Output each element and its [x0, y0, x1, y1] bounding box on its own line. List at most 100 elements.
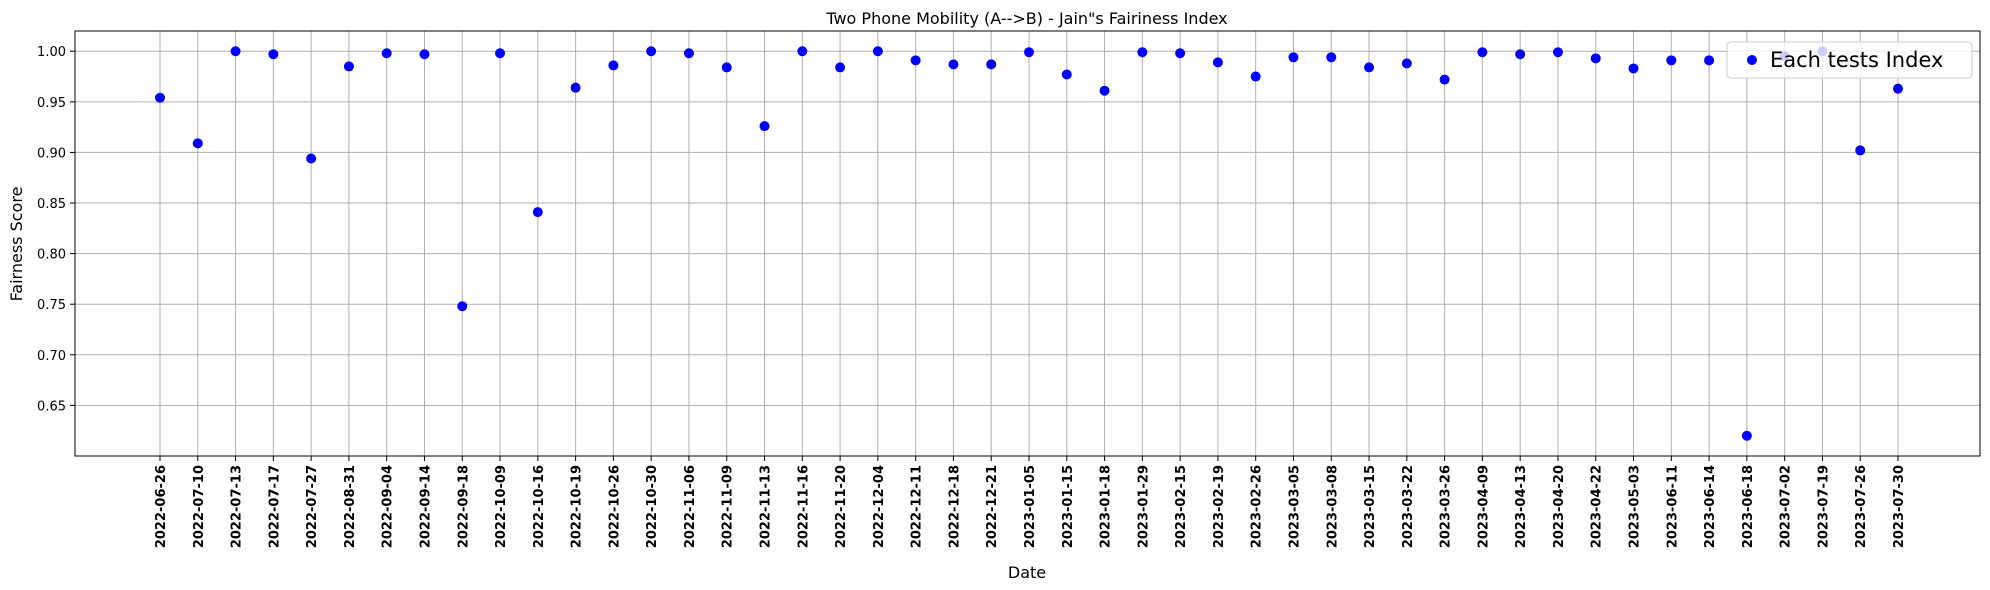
x-tick-label: 2023-04-22 [1590, 465, 1605, 548]
data-point [1477, 47, 1488, 58]
data-point [1250, 71, 1261, 82]
x-axis-ticks: 2022-06-26 2022-07-10 2022-07-13 2022-07-17… [154, 456, 1907, 548]
data-point [910, 55, 921, 66]
data-point [608, 60, 619, 71]
data-point [230, 46, 241, 57]
x-tick-label: 2023-04-13 [1514, 465, 1529, 548]
x-tick-label: 2022-11-09 [721, 465, 736, 548]
data-point [381, 48, 392, 59]
data-point [1061, 69, 1072, 80]
data-point [457, 301, 468, 312]
data-point [1326, 52, 1337, 63]
x-tick-label: 2023-04-09 [1476, 465, 1491, 548]
data-point [1288, 52, 1299, 63]
x-tick-label: 2022-12-04 [872, 465, 887, 548]
x-tick-label: 2022-11-06 [683, 465, 698, 548]
x-tick-label: 2022-12-21 [985, 465, 1000, 548]
data-point [797, 46, 808, 57]
legend-box [1726, 41, 1973, 79]
x-tick-label: 2023-04-20 [1552, 465, 1567, 548]
legend: Each tests Index [1726, 41, 1973, 79]
x-tick-label: 2022-10-16 [532, 465, 547, 548]
x-tick-label: 2022-10-26 [607, 465, 622, 548]
x-tick-label: 2022-12-11 [910, 465, 925, 548]
x-tick-label: 2023-03-26 [1439, 465, 1454, 548]
data-point [683, 48, 694, 59]
grid-lines [75, 31, 1980, 456]
data-point [1175, 48, 1186, 59]
data-point [1024, 47, 1034, 58]
data-point [1137, 47, 1148, 58]
data-point [495, 48, 506, 59]
data-point [759, 121, 770, 132]
y-tick-label: 0.90 [37, 146, 66, 161]
data-point [1855, 145, 1866, 156]
x-tick-label: 2023-02-15 [1174, 465, 1189, 548]
data-point [1212, 57, 1223, 68]
data-point [1364, 62, 1375, 73]
legend-marker [1747, 55, 1757, 65]
data-point [1628, 63, 1639, 74]
x-tick-label: 2023-07-02 [1779, 465, 1794, 548]
x-tick-label: 2023-07-26 [1854, 465, 1869, 548]
data-point [343, 61, 354, 72]
data-point [1099, 85, 1110, 96]
y-tick-label: 0.80 [37, 248, 66, 263]
x-tick-label: 2022-09-04 [381, 465, 396, 548]
x-tick-label: 2023-03-05 [1287, 465, 1302, 548]
data-point [1741, 430, 1752, 441]
legend-label: Each tests Index [1770, 48, 1943, 72]
x-tick-label: 2023-03-08 [1325, 465, 1340, 548]
x-tick-label: 2023-06-11 [1665, 465, 1680, 548]
x-tick-label: 2022-09-18 [456, 465, 471, 548]
x-tick-label: 2023-01-15 [1061, 465, 1076, 548]
x-tick-label: 2022-11-13 [759, 465, 774, 548]
x-tick-label: 2022-10-09 [494, 465, 509, 548]
data-point [268, 49, 279, 60]
y-tick-label: 0.70 [37, 349, 66, 364]
x-tick-label: 2023-03-15 [1363, 465, 1378, 548]
x-tick-label: 2023-01-29 [1136, 465, 1151, 548]
x-tick-label: 2023-01-18 [1099, 465, 1114, 548]
data-point [532, 207, 543, 218]
data-point [155, 92, 165, 103]
data-point [1401, 58, 1412, 69]
plot-frame [74, 30, 1981, 457]
y-axis-ticks: 0.65 0.70 0.75 0.80 0.85 0.90 0.95 1.00 [37, 45, 75, 414]
x-tick-label: 2022-07-27 [305, 465, 320, 548]
data-point [306, 153, 317, 164]
y-tick-label: 0.75 [37, 298, 66, 313]
x-tick-label: 2023-05-03 [1628, 465, 1643, 548]
data-point [1590, 53, 1601, 64]
data-point [986, 59, 997, 70]
x-tick-label: 2023-06-14 [1703, 465, 1718, 548]
x-tick-label: 2022-11-16 [796, 465, 811, 548]
x-tick-label: 2022-11-20 [834, 465, 849, 548]
chart-title: Two Phone Mobility (A-->B) - Jain"s Fair… [825, 9, 1227, 28]
x-tick-label: 2023-02-19 [1212, 465, 1227, 548]
x-tick-label: 2023-01-05 [1023, 465, 1038, 548]
data-point [1439, 74, 1450, 85]
data-point [872, 46, 883, 57]
x-tick-label: 2022-08-31 [343, 465, 358, 548]
data-point [646, 46, 657, 57]
x-tick-label: 2023-07-19 [1816, 465, 1831, 548]
x-tick-label: 2023-07-30 [1892, 465, 1907, 548]
data-point [1552, 47, 1563, 58]
x-tick-label: 2022-07-17 [267, 465, 282, 548]
data-point [1893, 83, 1903, 94]
y-tick-label: 0.65 [37, 399, 66, 414]
x-tick-label: 2023-02-26 [1250, 465, 1265, 548]
data-point [1515, 49, 1526, 60]
x-tick-label: 2023-06-18 [1741, 465, 1756, 548]
y-tick-label: 0.85 [37, 197, 66, 212]
data-point [721, 62, 732, 73]
x-axis-label: Date [1008, 563, 1046, 582]
data-point [1666, 55, 1677, 66]
y-tick-label: 0.95 [37, 96, 66, 111]
x-tick-label: 2022-07-13 [230, 465, 245, 548]
x-tick-label: 2022-06-26 [154, 465, 169, 548]
y-tick-label: 1.00 [37, 45, 66, 60]
x-tick-label: 2022-12-18 [947, 465, 962, 548]
